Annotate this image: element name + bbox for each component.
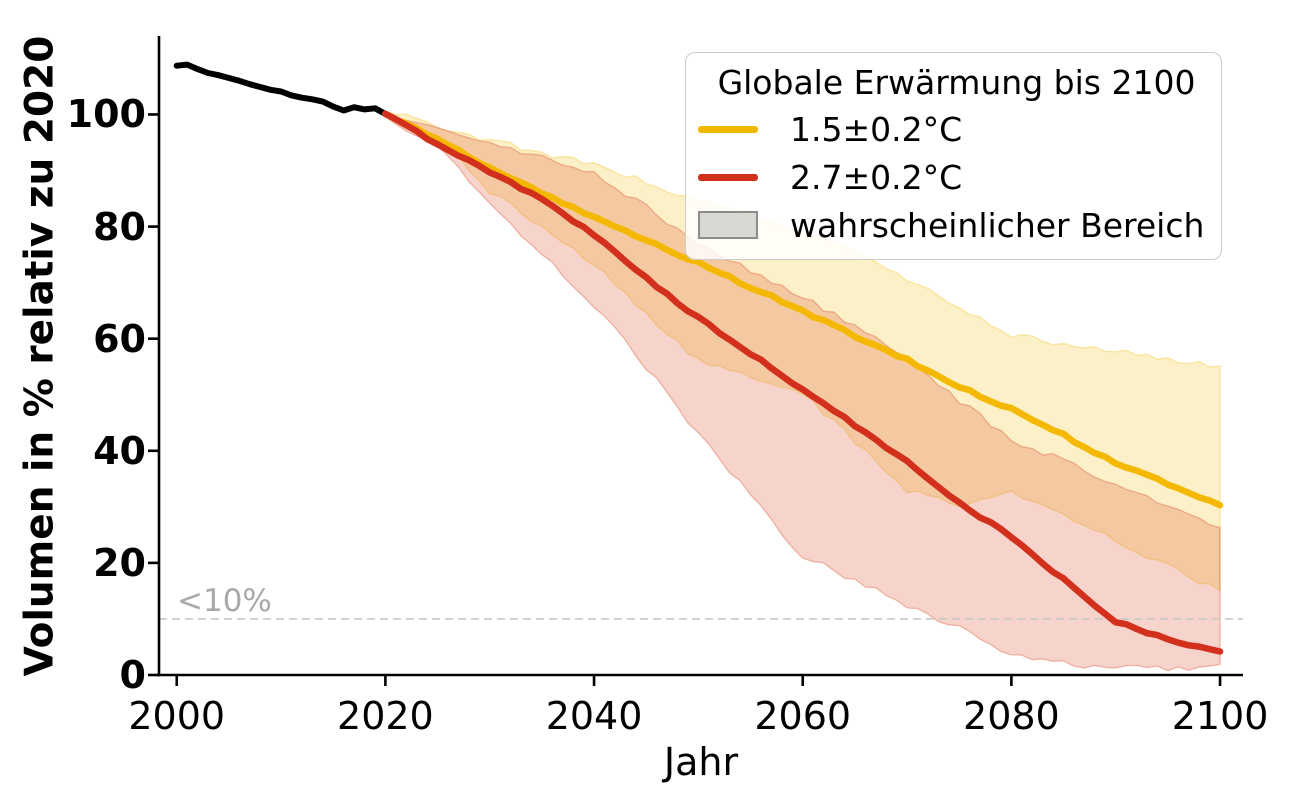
y-tick-label: 20 bbox=[93, 540, 146, 585]
legend-patch-swatch-gray bbox=[698, 211, 758, 239]
x-axis-label: Jahr bbox=[663, 740, 739, 784]
legend-entry-label: 2.7±0.2°C bbox=[790, 157, 963, 197]
y-axis-label: Volumen in % relativ zu 2020 bbox=[17, 35, 63, 677]
axes bbox=[148, 36, 1243, 686]
legend-entry-label: 1.5±0.2°C bbox=[790, 109, 963, 149]
series-szenario-2.7C bbox=[382, 110, 1224, 655]
x-tick-label: 2100 bbox=[1171, 694, 1269, 738]
legend-entry-2.7c: 2.7±0.2°C bbox=[698, 153, 1215, 201]
threshold-annotation: <10% bbox=[177, 582, 272, 619]
series-szenario-1.5C bbox=[382, 110, 1224, 509]
y-tick-label: 100 bbox=[66, 92, 146, 137]
legend: Globale Erwärmung bis 2100 1.5±0.2°C 2.7… bbox=[685, 52, 1222, 260]
y-tick-label: 0 bbox=[119, 653, 146, 697]
series-beobachtet-historisch bbox=[173, 61, 389, 117]
legend-line-swatch-red bbox=[698, 173, 758, 181]
x-tick-label: 2060 bbox=[754, 694, 852, 738]
series-lines bbox=[173, 61, 1224, 655]
y-tick-label: 40 bbox=[93, 428, 146, 473]
legend-entry-label: wahrscheinlicher Bereich bbox=[790, 205, 1205, 245]
x-tick-label: 2000 bbox=[128, 694, 226, 738]
x-tick-label: 2080 bbox=[963, 694, 1060, 738]
x-tick-label: 2040 bbox=[545, 694, 643, 738]
x-tick-label: 2020 bbox=[337, 694, 434, 738]
band-wahrscheinlicher-bereich-1.5C bbox=[384, 110, 1221, 593]
legend-entry-1.5c: 1.5±0.2°C bbox=[698, 105, 1215, 153]
y-tick-label: 80 bbox=[93, 204, 146, 249]
y-tick-label: 60 bbox=[93, 316, 146, 361]
legend-entry-likely-range: wahrscheinlicher Bereich bbox=[698, 201, 1215, 249]
legend-line-swatch-yellow bbox=[698, 125, 758, 133]
legend-title: Globale Erwärmung bis 2100 bbox=[717, 63, 1196, 102]
